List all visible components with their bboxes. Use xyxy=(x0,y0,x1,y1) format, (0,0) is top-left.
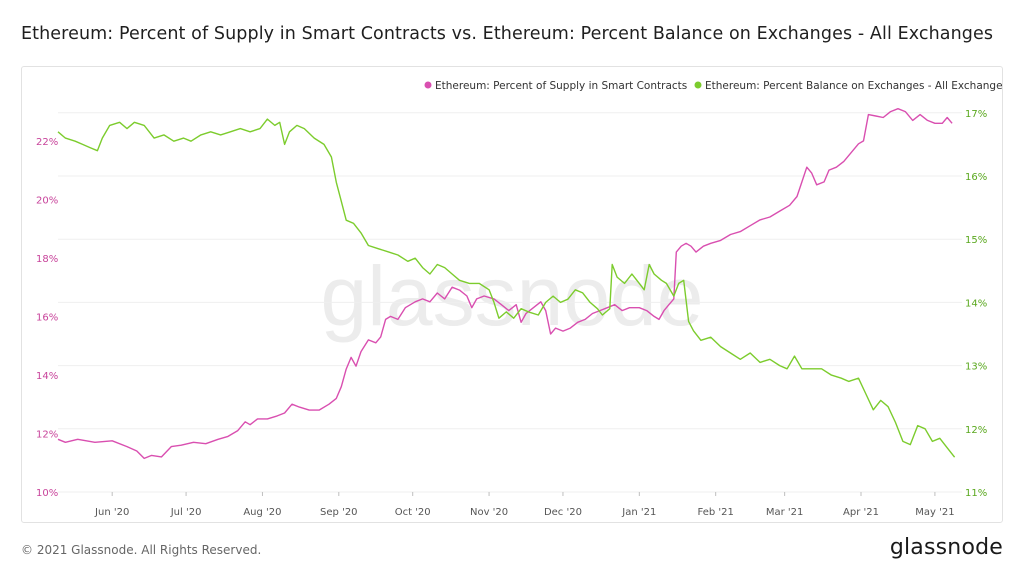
x-tick-label: May '21 xyxy=(915,507,954,518)
grid-lines xyxy=(58,112,962,493)
series-lines xyxy=(57,108,956,460)
left-axis: 10% 12% 14% 16% 18% 20% 22% xyxy=(36,137,58,499)
x-tick-label: Mar '21 xyxy=(766,507,804,518)
copyright-text: © 2021 Glassnode. All Rights Reserved. xyxy=(21,543,262,557)
x-tick-label: Apr '21 xyxy=(843,507,879,518)
right-tick-label: 14% xyxy=(965,298,987,309)
chart-panel: glassnode 10% 12% 14% 16% 18% 20% 22% 11% 12% 13… xyxy=(21,66,1003,523)
chart-svg: glassnode 10% 12% 14% 16% 18% 20% 22% 11% 12% 13… xyxy=(36,80,1002,518)
legend-item-smart-contracts-label: Ethereum: Percent of Supply in Smart Con… xyxy=(435,80,687,92)
x-tick-label: Feb '21 xyxy=(697,507,733,518)
x-tick-label: Jun '20 xyxy=(94,507,129,518)
left-tick-label: 22% xyxy=(36,137,58,148)
right-tick-label: 12% xyxy=(965,425,987,436)
right-tick-label: 15% xyxy=(965,235,987,246)
x-axis: Jun '20 Jul '20 Aug '20 Sep '20 Oct '20 Nov '… xyxy=(94,492,955,518)
watermark-text: glassnode xyxy=(321,249,704,343)
x-tick-label: Aug '20 xyxy=(243,507,281,518)
left-tick-label: 16% xyxy=(36,312,58,323)
legend-item-smart-contracts-marker xyxy=(424,81,432,89)
right-tick-label: 11% xyxy=(965,488,987,499)
right-tick-label: 16% xyxy=(965,172,987,183)
right-tick-label: 17% xyxy=(965,109,987,120)
chart-title: Ethereum: Percent of Supply in Smart Con… xyxy=(21,24,994,44)
glassnode-logo: glassnode xyxy=(889,535,1003,560)
x-tick-label: Jan '21 xyxy=(621,507,656,518)
x-tick-label: Sep '20 xyxy=(320,507,358,518)
legend: Ethereum: Percent of Supply in Smart Con… xyxy=(424,80,1002,92)
x-tick-label: Oct '20 xyxy=(395,507,431,518)
x-tick-label: Jul '20 xyxy=(170,507,202,518)
left-tick-label: 12% xyxy=(36,429,58,440)
legend-item-exchanges-label: Ethereum: Percent Balance on Exchanges -… xyxy=(705,80,1002,92)
x-tick-label: Nov '20 xyxy=(470,507,508,518)
right-tick-label: 13% xyxy=(965,362,987,373)
left-tick-label: 18% xyxy=(36,254,58,265)
series-line-exchanges xyxy=(57,118,956,458)
left-tick-label: 14% xyxy=(36,371,58,382)
right-axis: 11% 12% 13% 14% 15% 16% 17% xyxy=(965,109,987,499)
x-tick-label: Dec '20 xyxy=(544,507,582,518)
legend-item-exchanges-marker xyxy=(694,81,702,89)
left-tick-label: 20% xyxy=(36,195,58,206)
left-tick-label: 10% xyxy=(36,488,58,499)
